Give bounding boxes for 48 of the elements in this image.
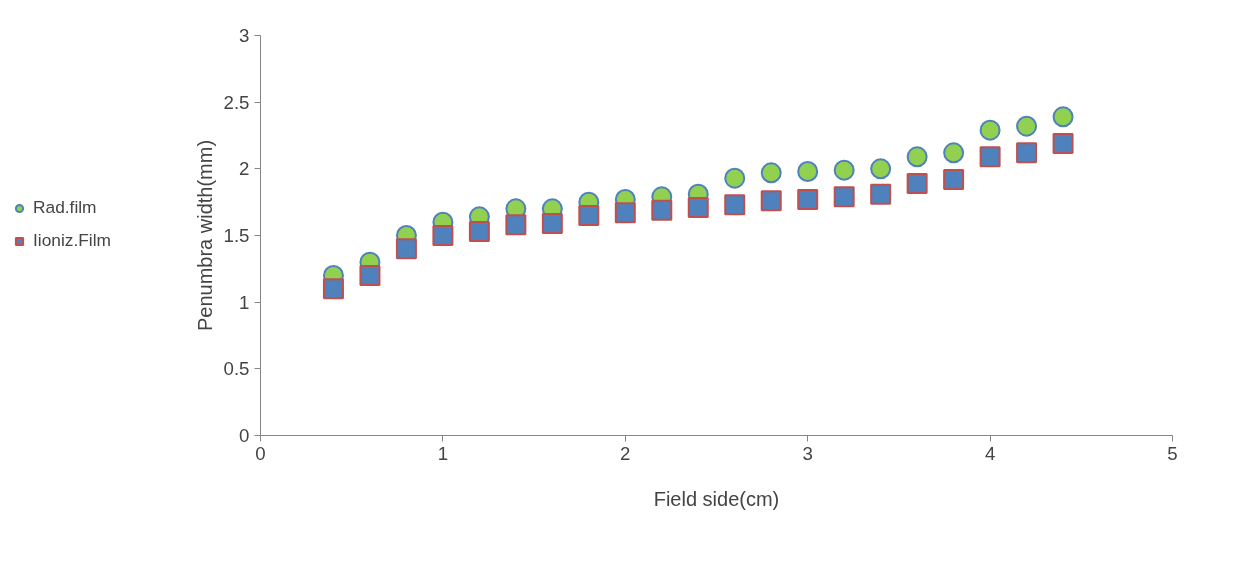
- point: [322, 278, 344, 300]
- y-tick-label: 0: [239, 425, 250, 446]
- y-tick-label: 1.5: [223, 225, 250, 246]
- point: [979, 146, 1001, 168]
- y-tick-label: 3: [239, 25, 250, 46]
- point: [833, 159, 855, 181]
- point: [1052, 133, 1074, 154]
- point: [797, 189, 819, 210]
- point: [724, 167, 746, 189]
- point: [906, 146, 928, 168]
- point: [651, 199, 673, 221]
- x-tick-label: 2: [620, 442, 631, 464]
- point: [906, 173, 928, 194]
- y-tick-label: 0.5: [223, 358, 250, 380]
- y-tick-label: 2: [239, 158, 250, 180]
- point: [687, 197, 709, 218]
- point: [578, 205, 600, 226]
- point: [760, 162, 782, 184]
- point: [1052, 106, 1074, 128]
- point: [979, 119, 1001, 141]
- x-tick-label: 1: [437, 442, 449, 464]
- x-tick-label: 0: [255, 442, 266, 464]
- y-tick-label: 1: [239, 291, 250, 313]
- point: [870, 158, 892, 180]
- point: [943, 142, 965, 164]
- point: [833, 186, 855, 208]
- point: [395, 238, 417, 260]
- y-tick-label: 2.5: [223, 91, 250, 113]
- point: [760, 190, 782, 212]
- point: [943, 169, 965, 190]
- x-axis-title: Field side(cm): [653, 487, 780, 510]
- legend-label: Iioniz.Film: [33, 230, 111, 251]
- x-tick-label: 3: [802, 442, 813, 464]
- point: [468, 221, 490, 242]
- point: [614, 202, 636, 224]
- point: [870, 183, 892, 205]
- x-tick-label: 5: [1167, 442, 1178, 464]
- y-axis-title: Penumbra width(mm): [193, 139, 216, 332]
- point: [724, 194, 746, 216]
- point: [541, 213, 563, 234]
- legend-label: Rad.film: [33, 197, 97, 218]
- point: [1016, 115, 1038, 137]
- point: [432, 225, 454, 246]
- point: [1016, 142, 1038, 164]
- point: [359, 265, 381, 286]
- point: [797, 161, 819, 182]
- point: [505, 214, 527, 236]
- x-tick-label: 4: [984, 442, 996, 464]
